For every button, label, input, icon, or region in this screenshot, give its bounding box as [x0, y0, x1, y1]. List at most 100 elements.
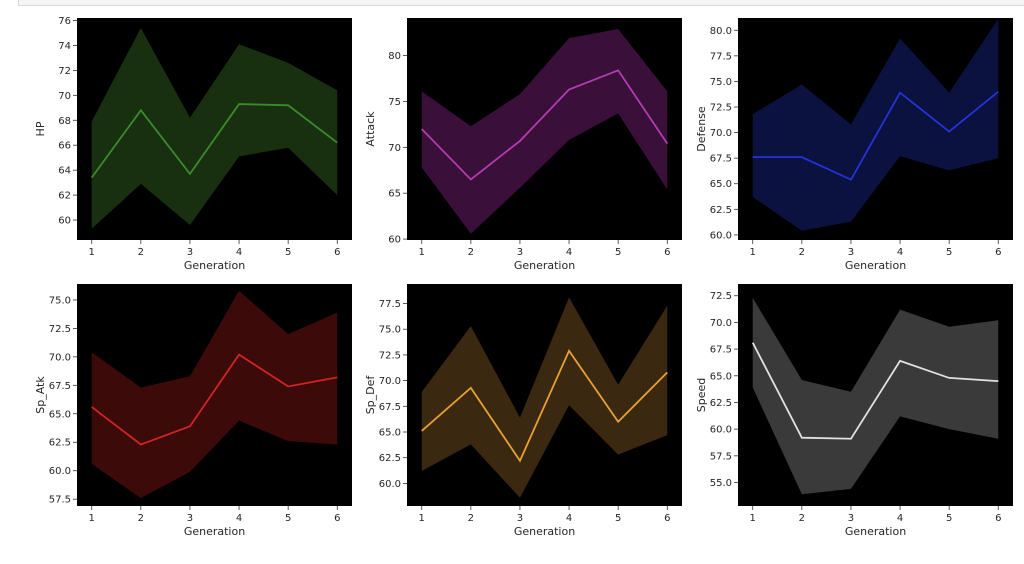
- x-tick-label: 1: [750, 513, 756, 524]
- y-tick-label: 66: [58, 141, 71, 152]
- x-tick-label: 3: [187, 247, 193, 258]
- series-line: [91, 103, 338, 179]
- x-axis-label: Generation: [845, 525, 906, 538]
- x-axis-label: Generation: [184, 525, 245, 538]
- notebook-cell-border: [18, 0, 1024, 6]
- y-tick-label: 60.0: [379, 479, 401, 490]
- x-tick-label: 6: [995, 513, 1001, 524]
- x-tick-label: 1: [89, 513, 95, 524]
- y-tick-label: 70.0: [379, 376, 401, 387]
- y-tick-label: 74: [58, 41, 71, 52]
- y-tick-label: 67.5: [379, 402, 401, 413]
- x-tick-label: 6: [664, 247, 670, 258]
- y-tick-label: 68: [58, 116, 71, 127]
- chart-panel-3: 60.0 62.5 65.0 67.5 70.0 72.5 75.0 77.5 80.0 1 2 3 4…: [695, 18, 1013, 272]
- y-axis-label: Attack: [364, 111, 377, 147]
- y-tick-label: 75.0: [379, 325, 401, 336]
- y-tick-label: 65.0: [710, 371, 732, 382]
- x-tick-label: 5: [615, 513, 621, 524]
- x-tick-label: 2: [138, 513, 144, 524]
- y-tick-label: 67.5: [710, 154, 732, 165]
- y-tick-label: 60: [388, 235, 401, 246]
- x-tick-label: 3: [517, 247, 523, 258]
- x-tick-label: 5: [615, 247, 621, 258]
- y-tick-label: 70.0: [49, 352, 71, 363]
- x-tick-label: 2: [138, 247, 144, 258]
- y-tick-label: 70.0: [710, 318, 732, 329]
- confidence-band: [91, 27, 338, 229]
- y-axis-label: Sp_Def: [364, 375, 377, 415]
- y-axis-label: Defense: [695, 106, 708, 152]
- confidence-band: [91, 290, 338, 499]
- confidence-band: [421, 29, 668, 234]
- y-tick-label: 60: [58, 216, 71, 227]
- x-tick-label: 4: [236, 513, 242, 524]
- chart-panel-2: 60 65 70 75 80 1 2 3 4 5 6 Generation Attack: [364, 18, 682, 272]
- x-tick-label: 1: [419, 247, 425, 258]
- x-axis-label: Generation: [514, 259, 575, 272]
- x-tick-label: 5: [285, 247, 291, 258]
- y-tick-label: 62.5: [379, 453, 401, 464]
- x-tick-label: 1: [750, 247, 756, 258]
- y-tick-label: 57.5: [710, 451, 732, 462]
- x-tick-label: 4: [897, 513, 903, 524]
- x-tick-label: 4: [897, 247, 903, 258]
- chart-panel-1: 60 62 64 66 68 70 72 74 76 1 2 3 4 5 6 Generation HP: [34, 16, 352, 272]
- y-tick-label: 72.5: [710, 103, 732, 114]
- y-tick-label: 80: [388, 51, 401, 62]
- x-tick-label: 2: [799, 247, 805, 258]
- x-tick-label: 6: [664, 513, 670, 524]
- y-axis-label: Sp_Atk: [34, 376, 47, 414]
- x-axis-label: Generation: [184, 259, 245, 272]
- y-tick-label: 62.5: [710, 205, 732, 216]
- y-tick-label: 75.0: [49, 295, 71, 306]
- x-axis-label: Generation: [514, 525, 575, 538]
- y-tick-label: 70.0: [710, 128, 732, 139]
- y-tick-label: 76: [58, 16, 71, 27]
- x-tick-label: 3: [517, 513, 523, 524]
- x-tick-label: 6: [334, 513, 340, 524]
- x-tick-label: 6: [334, 247, 340, 258]
- y-tick-label: 65: [388, 189, 401, 200]
- chart-panel-4: 57.5 60.0 62.5 65.0 67.5 70.0 72.5 75.0 1 2 3 4 5 6 Ge…: [34, 284, 352, 538]
- x-tick-label: 6: [995, 247, 1001, 258]
- y-tick-label: 77.5: [379, 299, 401, 310]
- x-tick-label: 4: [236, 247, 242, 258]
- y-tick-label: 62: [58, 191, 71, 202]
- x-tick-label: 3: [187, 513, 193, 524]
- chart-panel-6: 55.0 57.5 60.0 62.5 65.0 67.5 70.0 72.5 1 2 3 4 5 6 Ge…: [695, 284, 1013, 538]
- y-tick-label: 72.5: [379, 350, 401, 361]
- y-tick-label: 75.0: [710, 77, 732, 88]
- x-tick-label: 1: [419, 513, 425, 524]
- x-tick-label: 3: [848, 513, 854, 524]
- confidence-band: [752, 297, 999, 495]
- y-tick-label: 64: [58, 166, 71, 177]
- y-tick-label: 62.5: [49, 438, 71, 449]
- series-line: [91, 353, 338, 446]
- x-tick-label: 2: [468, 247, 474, 258]
- y-tick-label: 65.0: [710, 179, 732, 190]
- x-tick-label: 5: [946, 247, 952, 258]
- series-line: [421, 348, 668, 463]
- y-axis-label: Speed: [695, 378, 708, 412]
- y-tick-label: 65.0: [379, 428, 401, 439]
- x-axis-label: Generation: [845, 259, 906, 272]
- x-tick-label: 5: [946, 513, 952, 524]
- y-tick-label: 60.0: [710, 425, 732, 436]
- series-line: [752, 90, 999, 181]
- x-tick-label: 1: [89, 247, 95, 258]
- y-tick-label: 65.0: [49, 409, 71, 420]
- y-tick-label: 55.0: [710, 478, 732, 489]
- y-tick-label: 67.5: [710, 345, 732, 356]
- confidence-band: [421, 297, 668, 498]
- x-tick-label: 2: [468, 513, 474, 524]
- y-tick-label: 72: [58, 66, 71, 77]
- y-tick-label: 60.0: [49, 466, 71, 477]
- y-tick-label: 62.5: [710, 398, 732, 409]
- y-tick-label: 72.5: [49, 324, 71, 335]
- y-tick-label: 67.5: [49, 381, 71, 392]
- y-tick-label: 70: [58, 91, 71, 102]
- y-tick-label: 57.5: [49, 495, 71, 506]
- y-axis-label: HP: [34, 121, 47, 136]
- series-line: [421, 69, 669, 181]
